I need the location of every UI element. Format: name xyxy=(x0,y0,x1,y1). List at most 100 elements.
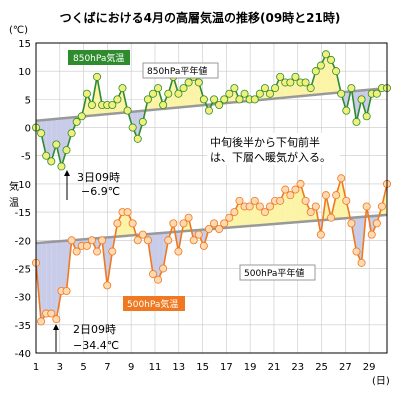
legend-500-normal: 500hPa平年値 xyxy=(239,264,316,281)
y-tick-label: 0 xyxy=(25,124,31,135)
annotation-min-500-line2: −34.4℃ xyxy=(73,339,119,352)
point-850 xyxy=(337,89,346,98)
point-850 xyxy=(194,78,203,87)
point-850 xyxy=(82,89,91,98)
point-850 xyxy=(184,78,193,87)
point-850 xyxy=(154,84,163,93)
point-850 xyxy=(118,84,127,93)
point-850 xyxy=(250,95,259,104)
x-tick-label: 5 xyxy=(80,362,86,373)
point-850 xyxy=(77,112,86,121)
annotation-min-850-line2: −6.9℃ xyxy=(81,185,120,198)
point-500 xyxy=(143,236,152,245)
x-tick-label: 3 xyxy=(57,362,63,373)
point-500 xyxy=(286,191,295,200)
point-500 xyxy=(255,202,264,211)
point-500 xyxy=(210,219,219,228)
y-tick-label: -40 xyxy=(15,349,31,360)
point-500 xyxy=(276,196,285,205)
point-850 xyxy=(220,95,229,104)
point-850 xyxy=(240,89,249,98)
annotation-warm-air: 中旬後半から下旬前半 は、下層へ暖気が入る。 xyxy=(207,133,340,165)
point-850 xyxy=(37,129,46,138)
point-850 xyxy=(327,55,336,64)
point-850 xyxy=(210,95,219,104)
point-850 xyxy=(306,84,315,93)
point-850 xyxy=(128,123,137,132)
point-850 xyxy=(235,95,244,104)
point-850 xyxy=(255,89,264,98)
point-500 xyxy=(281,185,290,194)
point-500 xyxy=(225,213,234,222)
point-500 xyxy=(169,219,178,228)
point-850 xyxy=(123,106,132,115)
point-500 xyxy=(179,219,188,228)
point-500 xyxy=(362,202,371,211)
y-tick-label: -30 xyxy=(15,293,31,304)
legend-500-normal-label: 500hPa平年値 xyxy=(244,267,304,279)
x-tick-label: 21 xyxy=(268,362,281,373)
point-500 xyxy=(301,196,310,205)
point-500 xyxy=(372,219,381,228)
point-850 xyxy=(159,101,168,110)
fill-500 xyxy=(56,241,62,320)
point-850 xyxy=(93,72,102,81)
point-500 xyxy=(189,236,198,245)
point-500 xyxy=(367,230,376,239)
x-tick-label: 7 xyxy=(104,362,110,373)
point-850 xyxy=(42,151,51,160)
annotation-min-850-line1: 3日09時 xyxy=(77,171,120,184)
fill-500 xyxy=(46,241,52,314)
fill-500 xyxy=(336,178,342,219)
point-500 xyxy=(52,315,61,324)
fill-850 xyxy=(61,117,67,167)
point-500 xyxy=(291,185,300,194)
point-500 xyxy=(113,219,122,228)
annotation-warm-air-line2: は、下層へ暖気が入る。 xyxy=(210,150,331,164)
y-tick-label: -5 xyxy=(21,152,31,163)
y-axis-label: 気温 xyxy=(9,180,19,209)
point-850 xyxy=(199,95,208,104)
y-tick-label: 15 xyxy=(18,39,31,50)
point-500 xyxy=(316,230,325,239)
point-850 xyxy=(265,89,274,98)
fill-500 xyxy=(153,233,159,280)
point-850 xyxy=(62,146,71,155)
fill-500 xyxy=(295,183,301,223)
point-850 xyxy=(164,89,173,98)
y-tick-label: -15 xyxy=(15,208,31,219)
x-tick-label: 17 xyxy=(220,362,233,373)
y-axis-label-char: 温 xyxy=(9,197,19,209)
point-500 xyxy=(215,224,224,233)
point-500 xyxy=(337,174,346,183)
point-850 xyxy=(87,101,96,110)
point-850 xyxy=(291,72,300,81)
point-500 xyxy=(108,247,117,256)
point-500 xyxy=(332,191,341,200)
point-500 xyxy=(37,317,46,326)
point-500 xyxy=(311,202,320,211)
point-500 xyxy=(250,196,259,205)
fill-500 xyxy=(41,242,47,322)
x-tick-label: 1 xyxy=(33,362,39,373)
y-tick-label: -25 xyxy=(15,264,31,275)
x-tick-label: 25 xyxy=(315,362,328,373)
fill-500 xyxy=(51,241,57,320)
y-tick-label: -20 xyxy=(15,236,31,247)
point-850 xyxy=(225,89,234,98)
point-500 xyxy=(230,208,239,217)
annotation-min-500-line1: 2日09時 xyxy=(73,323,116,336)
point-850 xyxy=(321,50,330,59)
point-500 xyxy=(184,213,193,222)
point-850 xyxy=(174,89,183,98)
point-850 xyxy=(362,112,371,121)
point-500 xyxy=(82,241,91,250)
legend-850-label: 850hPa気温 xyxy=(73,52,124,64)
x-tick-label: 23 xyxy=(291,362,304,373)
y-tick-label: -35 xyxy=(15,321,31,332)
point-850 xyxy=(260,84,269,93)
point-500 xyxy=(347,219,356,228)
point-850 xyxy=(143,95,152,104)
point-850 xyxy=(113,95,122,104)
point-500 xyxy=(148,270,157,279)
